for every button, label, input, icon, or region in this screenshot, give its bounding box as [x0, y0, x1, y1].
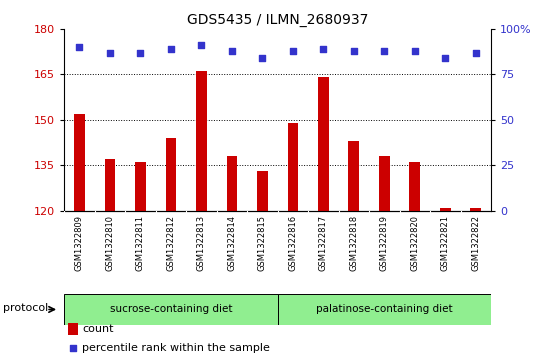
- Text: percentile rank within the sample: percentile rank within the sample: [82, 343, 270, 353]
- Point: [349, 48, 358, 54]
- Bar: [196, 72, 206, 211]
- Bar: [69, 323, 78, 335]
- Text: GSM1322809: GSM1322809: [75, 215, 84, 270]
- Text: GSM1322819: GSM1322819: [380, 215, 389, 270]
- Point: [472, 50, 480, 56]
- Bar: [277, 294, 491, 325]
- Bar: [257, 171, 268, 211]
- Text: count: count: [82, 324, 114, 334]
- Point: [258, 55, 267, 61]
- Text: GSM1322815: GSM1322815: [258, 215, 267, 270]
- Point: [410, 48, 419, 54]
- Bar: [74, 114, 85, 211]
- Bar: [379, 156, 389, 211]
- Text: GSM1322818: GSM1322818: [349, 215, 358, 271]
- Text: GSM1322820: GSM1322820: [410, 215, 419, 270]
- Text: GSM1322812: GSM1322812: [166, 215, 175, 270]
- Point: [319, 46, 328, 52]
- Point: [105, 50, 114, 56]
- Bar: [318, 77, 329, 211]
- Bar: [287, 123, 298, 211]
- Point: [136, 50, 145, 56]
- Text: GSM1322814: GSM1322814: [227, 215, 237, 270]
- Bar: [349, 141, 359, 211]
- Point: [75, 44, 84, 50]
- Text: GSM1322816: GSM1322816: [288, 215, 297, 271]
- Text: GSM1322811: GSM1322811: [136, 215, 145, 270]
- Point: [69, 345, 78, 351]
- Point: [380, 48, 389, 54]
- Point: [166, 46, 175, 52]
- Text: GSM1322822: GSM1322822: [472, 215, 480, 270]
- Bar: [410, 162, 420, 211]
- Point: [228, 48, 237, 54]
- Bar: [227, 156, 237, 211]
- Point: [441, 55, 450, 61]
- Bar: [104, 159, 116, 211]
- Text: GSM1322817: GSM1322817: [319, 215, 328, 271]
- Bar: [64, 294, 277, 325]
- Text: protocol: protocol: [3, 303, 49, 313]
- Bar: [440, 208, 451, 211]
- Bar: [166, 138, 176, 211]
- Text: GSM1322813: GSM1322813: [197, 215, 206, 271]
- Bar: [470, 208, 481, 211]
- Text: GSM1322821: GSM1322821: [441, 215, 450, 270]
- Text: sucrose-containing diet: sucrose-containing diet: [109, 305, 232, 314]
- Title: GDS5435 / ILMN_2680937: GDS5435 / ILMN_2680937: [187, 13, 368, 26]
- Point: [197, 42, 206, 48]
- Point: [288, 48, 297, 54]
- Text: palatinose-containing diet: palatinose-containing diet: [316, 305, 453, 314]
- Text: GSM1322810: GSM1322810: [105, 215, 114, 270]
- Bar: [135, 162, 146, 211]
